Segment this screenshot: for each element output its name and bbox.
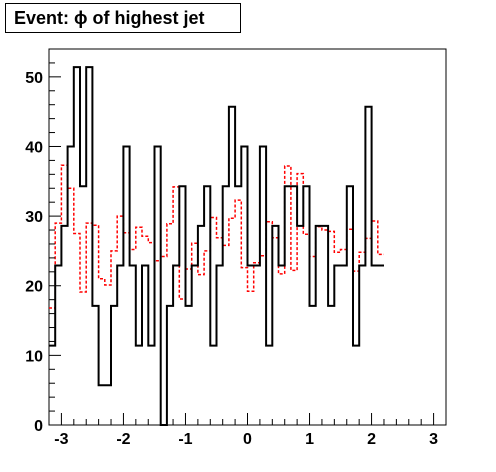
y-tick-label: 50 <box>25 70 43 87</box>
y-tick-label: 10 <box>25 348 43 365</box>
histogram-series <box>49 66 384 426</box>
y-tick-label: 30 <box>25 209 43 226</box>
x-tick-label: -3 <box>54 431 68 448</box>
series-solid-black-line <box>49 66 384 426</box>
x-tick-label: -2 <box>116 431 130 448</box>
x-tick-label: 2 <box>367 431 376 448</box>
y-tick-label: 0 <box>34 418 43 435</box>
x-tick-label: 3 <box>429 431 438 448</box>
x-tick-label: -1 <box>178 431 192 448</box>
chart-title: Event: ϕ of highest jet <box>5 3 241 33</box>
axes: 0 10 20 30 40 50 -3 -2 -1 0 1 2 3 <box>25 48 447 448</box>
x-tick-label: 0 <box>243 431 252 448</box>
x-tick-label: 1 <box>305 431 314 448</box>
y-tick-label: 20 <box>25 279 43 296</box>
y-tick-label: 40 <box>25 139 43 156</box>
series-dashed-red-line <box>49 164 384 309</box>
